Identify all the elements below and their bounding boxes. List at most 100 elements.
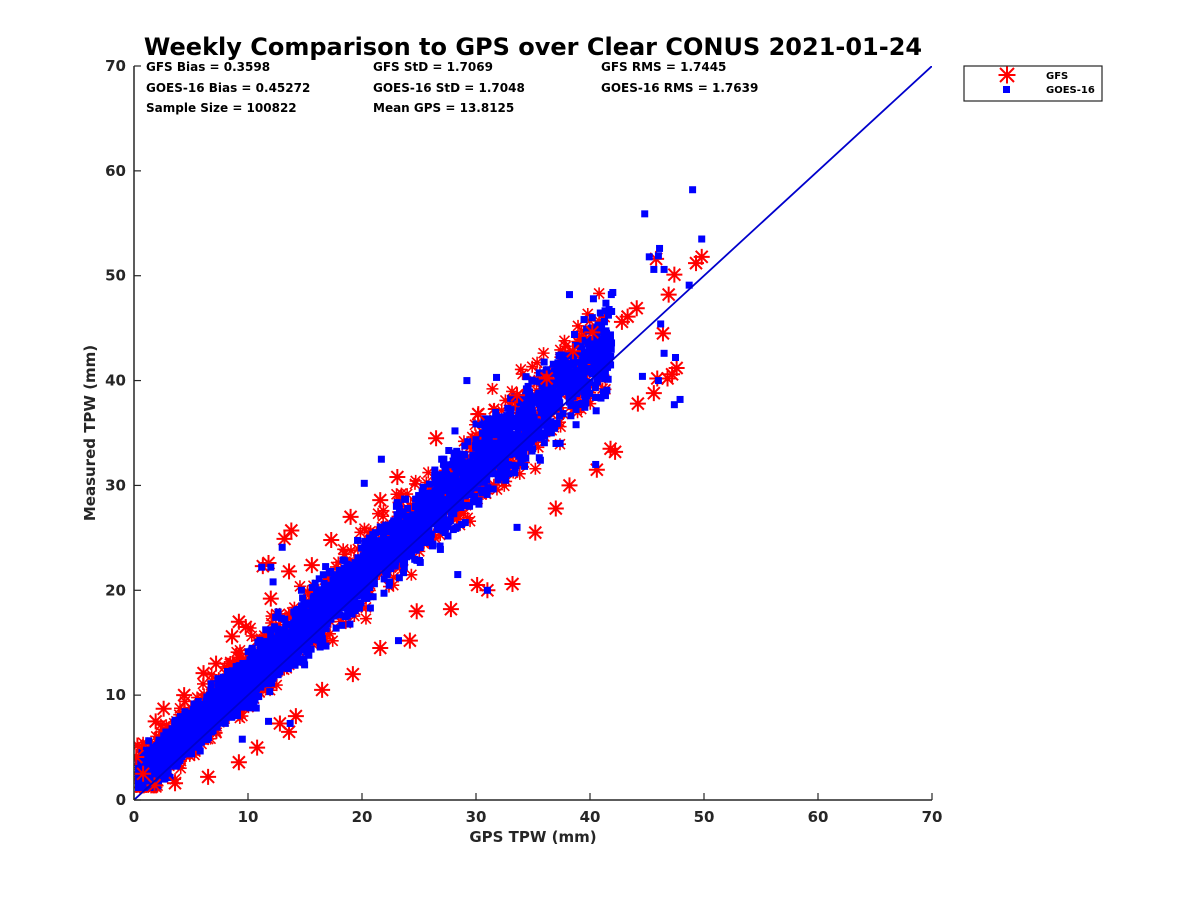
- goes-16-point: [432, 471, 440, 479]
- goes-16-point: [243, 696, 251, 704]
- goes-16-point: [221, 700, 229, 708]
- goes-16-point: [251, 696, 259, 704]
- gfs-point: [301, 585, 314, 598]
- goes-16-point: [400, 528, 408, 536]
- goes-16-point: [565, 291, 573, 299]
- goes-16-point: [463, 377, 471, 385]
- goes-16-point: [540, 439, 548, 447]
- goes-16-point: [365, 593, 373, 601]
- goes-16-point: [462, 501, 470, 509]
- goes-16-point: [565, 367, 573, 375]
- goes-16-point: [427, 530, 435, 538]
- goes-16-point: [354, 579, 362, 587]
- goes-16-point: [363, 587, 371, 595]
- goes-16-point: [453, 447, 461, 455]
- goes-16-point: [514, 445, 522, 453]
- goes-16-point: [376, 537, 384, 545]
- goes-16-point: [181, 708, 189, 716]
- legend-gfs-label: GFS: [1046, 71, 1068, 82]
- gfs-point: [428, 430, 445, 447]
- goes-16-point: [301, 620, 309, 628]
- goes-16-point: [479, 469, 487, 477]
- goes-16-point: [357, 584, 365, 592]
- goes-16-point: [347, 606, 355, 614]
- goes-16-point: [291, 661, 299, 669]
- gfs-point: [249, 739, 266, 756]
- goes-16-point: [535, 454, 543, 462]
- goes-16-point: [586, 389, 594, 397]
- gfs-point: [573, 333, 586, 346]
- goes-16-point: [176, 720, 184, 728]
- goes-16-point: [298, 638, 306, 646]
- goes-16-point: [331, 608, 339, 616]
- goes-16-point: [267, 626, 275, 634]
- gfs-point: [218, 660, 231, 673]
- goes-16-point: [171, 756, 179, 764]
- goes-16-point: [273, 651, 281, 659]
- goes-16-point: [244, 680, 252, 688]
- goes-16-point: [518, 444, 526, 452]
- gfs-point: [389, 469, 406, 486]
- goes-16-point: [418, 488, 426, 496]
- goes-16-point: [338, 621, 346, 629]
- goes-16-point: [222, 713, 230, 721]
- goes-16-point: [409, 511, 417, 519]
- goes-16-point: [449, 472, 457, 480]
- goes-16-point: [200, 712, 208, 720]
- goes-16-point: [323, 587, 331, 595]
- x-tick-label: 0: [129, 808, 139, 826]
- goes-16-point: [334, 586, 342, 594]
- goes-16-point: [344, 564, 352, 572]
- goes-16-point: [588, 341, 596, 349]
- goes-16-point: [203, 716, 211, 724]
- goes-16-point: [438, 474, 446, 482]
- gfs-point: [354, 526, 367, 539]
- gfs-point: [532, 441, 545, 454]
- gfs-point: [564, 343, 581, 360]
- goes-16-point: [446, 517, 454, 525]
- x-tick-label: 20: [352, 808, 373, 826]
- goes-16-point: [369, 550, 377, 558]
- goes-16-point: [420, 514, 428, 522]
- goes-16-point: [565, 377, 573, 385]
- goes-16-point: [254, 638, 262, 646]
- goes-16-point: [607, 352, 615, 360]
- goes-16-point: [493, 455, 501, 463]
- goes-16-point: [167, 744, 175, 752]
- gfs-point: [450, 513, 463, 526]
- goes-16-point: [445, 447, 453, 455]
- goes-16-point: [609, 288, 617, 296]
- gfs-point: [154, 725, 167, 738]
- goes-16-point: [545, 383, 553, 391]
- goes-16-point: [195, 705, 203, 713]
- goes-16-point: [258, 675, 266, 683]
- goes-16-point: [360, 555, 368, 563]
- goes-16-point: [374, 558, 382, 566]
- goes-16-point: [422, 520, 430, 528]
- gfs-point: [513, 467, 526, 480]
- gfs-point: [584, 397, 597, 410]
- goes-16-point: [342, 584, 350, 592]
- goes-16-point: [282, 647, 290, 655]
- goes-16-point: [419, 504, 427, 512]
- goes-16-point: [282, 620, 290, 628]
- goes-16-point: [464, 468, 472, 476]
- goes-16-point: [142, 781, 150, 789]
- goes-16-point: [689, 186, 697, 194]
- goes-16-point: [517, 415, 525, 423]
- gfs-point: [527, 524, 544, 541]
- chart-title: Weekly Comparison to GPS over Clear CONU…: [144, 33, 922, 61]
- goes-16-point: [393, 514, 401, 522]
- legend-goes-marker: [1003, 86, 1010, 93]
- x-axis-label: GPS TPW (mm): [469, 828, 596, 846]
- goes-16-point: [183, 727, 191, 735]
- gfs-point: [516, 368, 529, 381]
- goes-16-point: [167, 737, 175, 745]
- goes-16-point: [318, 635, 326, 643]
- goes-16-point: [477, 421, 485, 429]
- goes-16-point: [436, 494, 444, 502]
- goes-16-point: [603, 386, 611, 394]
- goes-16-point: [534, 419, 542, 427]
- goes-16-point: [188, 750, 196, 758]
- goes-16-point: [489, 470, 497, 478]
